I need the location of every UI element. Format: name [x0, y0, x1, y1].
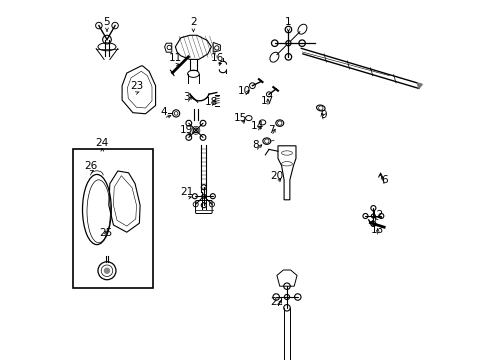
Text: 11: 11: [168, 53, 181, 63]
Text: 23: 23: [130, 81, 143, 91]
Text: 21: 21: [180, 186, 193, 197]
Text: 22: 22: [270, 297, 283, 307]
Text: 14: 14: [250, 121, 263, 131]
Text: 10: 10: [238, 86, 250, 96]
Text: 12: 12: [370, 210, 384, 220]
Text: 24: 24: [96, 138, 109, 148]
Text: 2: 2: [190, 17, 196, 27]
Text: 7: 7: [267, 125, 274, 135]
Text: 9: 9: [320, 110, 326, 120]
Text: 17: 17: [261, 96, 274, 106]
Text: 19: 19: [180, 125, 193, 135]
Text: 3: 3: [183, 92, 190, 102]
Text: 1: 1: [285, 17, 291, 27]
Text: 25: 25: [99, 228, 112, 238]
Text: 13: 13: [370, 225, 384, 235]
Text: 18: 18: [204, 96, 218, 107]
Circle shape: [104, 268, 109, 273]
Text: 4: 4: [160, 107, 166, 117]
Text: 20: 20: [270, 171, 283, 181]
Text: 5: 5: [103, 17, 110, 27]
Text: 26: 26: [83, 161, 97, 171]
Text: 8: 8: [251, 140, 258, 150]
Text: 6: 6: [381, 175, 387, 185]
Text: 15: 15: [234, 113, 247, 123]
Text: 16: 16: [210, 53, 224, 63]
Polygon shape: [416, 83, 422, 89]
Bar: [73, 149, 152, 288]
